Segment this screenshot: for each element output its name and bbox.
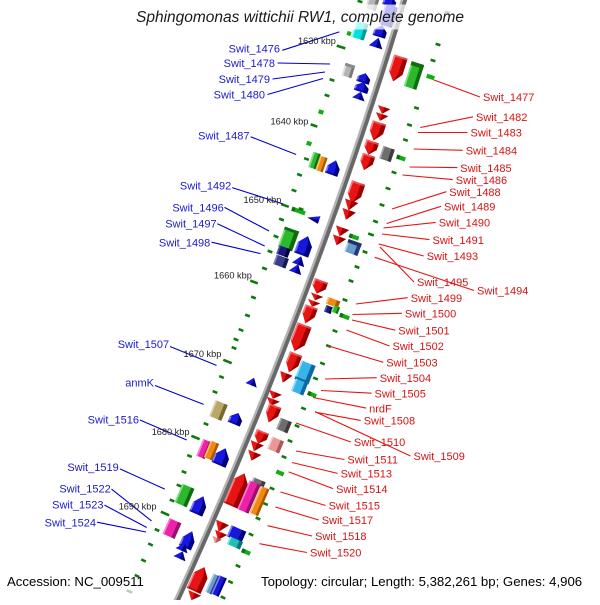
svg-text:1680 kbp: 1680 kbp <box>152 427 190 437</box>
svg-text:1670 kbp: 1670 kbp <box>184 349 222 359</box>
svg-text:Swit_1493: Swit_1493 <box>427 251 478 263</box>
svg-text:Swit_1518: Swit_1518 <box>315 531 366 543</box>
svg-text:Swit_1488: Swit_1488 <box>449 187 500 199</box>
svg-text:1660 kbp: 1660 kbp <box>214 271 252 281</box>
svg-text:Swit_1524: Swit_1524 <box>45 517 96 529</box>
svg-text:Swit_1491: Swit_1491 <box>433 235 484 247</box>
svg-text:Accession: NC_009511: Accession: NC_009511 <box>7 574 144 589</box>
svg-text:Swit_1501: Swit_1501 <box>398 325 449 337</box>
svg-text:Swit_1510: Swit_1510 <box>354 437 405 449</box>
svg-text:Swit_1523: Swit_1523 <box>52 500 103 512</box>
svg-text:Swit_1485: Swit_1485 <box>460 163 511 175</box>
svg-text:Swit_1497: Swit_1497 <box>165 219 216 231</box>
svg-text:1650 kbp: 1650 kbp <box>244 195 282 205</box>
svg-text:Swit_1515: Swit_1515 <box>329 501 380 513</box>
svg-text:Swit_1483: Swit_1483 <box>471 128 522 140</box>
svg-text:Swit_1494: Swit_1494 <box>477 286 528 298</box>
svg-text:Sphingomonas wittichii RW1, co: Sphingomonas wittichii RW1, complete gen… <box>136 9 464 26</box>
svg-text:Swit_1517: Swit_1517 <box>322 515 373 527</box>
svg-text:Swit_1503: Swit_1503 <box>386 358 437 370</box>
svg-text:1690 kbp: 1690 kbp <box>119 502 157 512</box>
svg-text:Swit_1511: Swit_1511 <box>347 455 398 467</box>
svg-text:Swit_1498: Swit_1498 <box>159 237 210 249</box>
svg-text:Swit_1507: Swit_1507 <box>118 339 169 351</box>
svg-text:Swit_1492: Swit_1492 <box>180 181 231 193</box>
svg-text:Swit_1499: Swit_1499 <box>411 293 462 305</box>
svg-text:Swit_1522: Swit_1522 <box>59 484 110 496</box>
svg-text:Swit_1508: Swit_1508 <box>364 416 415 428</box>
svg-text:Swit_1496: Swit_1496 <box>172 203 223 215</box>
svg-text:Swit_1487: Swit_1487 <box>198 130 249 142</box>
svg-text:1630 kbp: 1630 kbp <box>298 36 336 46</box>
svg-text:Swit_1516: Swit_1516 <box>88 415 139 427</box>
svg-text:anmK: anmK <box>125 378 154 390</box>
svg-text:Swit_1519: Swit_1519 <box>67 462 118 474</box>
svg-text:Swit_1482: Swit_1482 <box>476 112 527 124</box>
svg-text:Swit_1489: Swit_1489 <box>444 202 495 214</box>
svg-text:Swit_1509: Swit_1509 <box>414 451 465 463</box>
svg-text:Swit_1484: Swit_1484 <box>466 146 517 158</box>
svg-text:Swit_1500: Swit_1500 <box>405 309 456 321</box>
svg-text:nrdF: nrdF <box>369 403 392 415</box>
svg-text:Swit_1502: Swit_1502 <box>393 341 444 353</box>
svg-text:Swit_1477: Swit_1477 <box>483 92 534 104</box>
svg-text:Swit_1478: Swit_1478 <box>224 58 275 70</box>
svg-text:Swit_1504: Swit_1504 <box>380 373 431 385</box>
svg-text:Swit_1505: Swit_1505 <box>375 388 426 400</box>
svg-text:Swit_1520: Swit_1520 <box>310 548 361 560</box>
svg-text:1640 kbp: 1640 kbp <box>271 116 309 126</box>
svg-text:Topology: circular; Length: 5,: Topology: circular; Length: 5,382,261 bp… <box>261 574 582 589</box>
svg-text:Swit_1513: Swit_1513 <box>341 469 392 481</box>
svg-text:Swit_1476: Swit_1476 <box>229 44 280 56</box>
svg-text:Swit_1479: Swit_1479 <box>219 74 270 86</box>
svg-text:Swit_1486: Swit_1486 <box>456 175 507 187</box>
svg-text:Swit_1480: Swit_1480 <box>214 90 265 102</box>
svg-text:Swit_1514: Swit_1514 <box>336 484 387 496</box>
svg-text:Swit_1495: Swit_1495 <box>417 277 468 289</box>
svg-text:Swit_1490: Swit_1490 <box>439 218 490 230</box>
